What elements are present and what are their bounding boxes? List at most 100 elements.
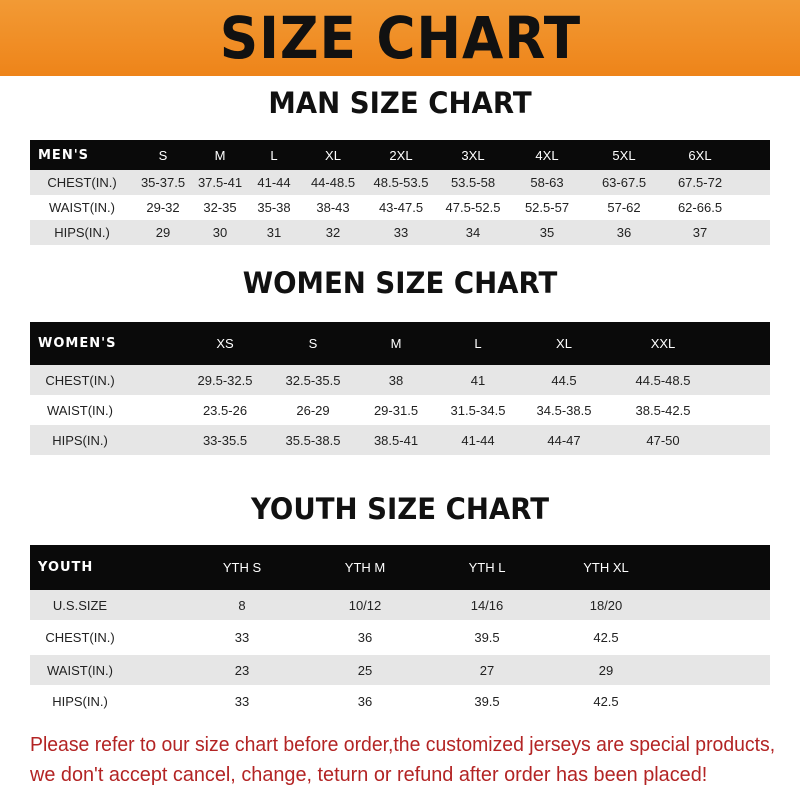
measurement-value: 29-31.5 (373, 402, 419, 418)
size-header-cell: YTH M (344, 560, 386, 575)
table-row: CHEST(IN.) 33 36 39.5 42.5 (30, 620, 770, 655)
measurement-value: 44.5-48.5 (635, 372, 691, 388)
measurement-label: HIPS(IN.) (52, 432, 108, 448)
measurement-value: 30 (212, 225, 228, 240)
notice-line-2: we don't accept cancel, change, teturn o… (30, 764, 708, 786)
measurement-value: 8 (238, 597, 246, 613)
measurement-value: 42.5 (593, 694, 619, 709)
measurement-value: 43-47.5 (378, 200, 424, 215)
size-header-cell: L (474, 336, 482, 351)
table-row: WAIST(IN.) 23 25 27 29 (30, 655, 770, 685)
measurement-value: 18/20 (589, 597, 623, 613)
table-row: HIPS(IN.) 33-35.5 35.5-38.5 38.5-41 41-44 44-… (30, 425, 770, 455)
measurement-value: 38.5-42.5 (635, 402, 691, 418)
measurement-value: 37.5-41 (197, 175, 243, 190)
measurement-value: 58-63 (530, 175, 564, 190)
measurement-value: 44-48.5 (310, 175, 356, 190)
size-header-cell: S (308, 336, 318, 351)
measurement-value: 32.5-35.5 (285, 372, 341, 388)
table-title-cell: WOMEN'S (38, 336, 117, 351)
measurement-value: 29-32 (146, 200, 180, 215)
measurement-value: 29 (155, 225, 171, 240)
table-row: WAIST(IN.) 29-32 32-35 35-38 38-43 43-47.5 47.… (30, 195, 770, 220)
measurement-value: 27 (479, 662, 495, 678)
measurement-value: 41-44 (461, 432, 495, 448)
measurement-value: 39.5 (474, 630, 500, 645)
measurement-value: 42.5 (593, 630, 619, 645)
measurement-value: 38 (388, 372, 404, 388)
measurement-value: 63-67.5 (601, 175, 647, 190)
table-row: U.S.SIZE 8 10/12 14/16 18/20 (30, 590, 770, 620)
size-header-cell: L (270, 147, 278, 163)
size-header-cell: XL (556, 336, 572, 351)
size-header-cell: 4XL (535, 147, 559, 163)
measurement-label: WAIST(IN.) (47, 402, 113, 418)
size-header-cell: YTH S (222, 560, 262, 575)
measurement-value: 32 (325, 225, 341, 240)
table-header: WOMEN'S XS S M L XL XXL (30, 322, 770, 365)
measurement-value: 14/16 (470, 597, 504, 613)
measurement-value: 62-66.5 (677, 200, 723, 215)
notice: Please refer to our size chart before or… (30, 730, 780, 790)
size-header-cell: 5XL (612, 147, 636, 163)
measurement-value: 39.5 (474, 694, 500, 709)
measurement-value: 31 (266, 225, 282, 240)
size-chart-banner: SIZE CHART (0, 0, 800, 76)
youth-section-title: YOUTH SIZE CHART (250, 492, 550, 526)
size-header-cell: M (390, 336, 402, 351)
main-title: SIZE CHART (219, 4, 581, 72)
measurement-value: 23 (234, 662, 250, 678)
measurement-value: 31.5-34.5 (450, 402, 506, 418)
measurement-value: 38-43 (316, 200, 350, 215)
measurement-value: 29.5-32.5 (197, 372, 253, 388)
table-title-cell: YOUTH (38, 560, 94, 575)
measurement-value: 41-44 (257, 175, 291, 190)
measurement-value: 47-50 (646, 432, 680, 448)
measurement-value: 38.5-41 (373, 432, 419, 448)
measurement-value: 48.5-53.5 (373, 175, 429, 190)
measurement-value: 34 (465, 225, 481, 240)
measurement-value: 37 (692, 225, 708, 240)
measurement-value: 33 (393, 225, 409, 240)
size-header-cell: 3XL (461, 147, 485, 163)
measurement-value: 53.5-58 (450, 175, 496, 190)
measurement-label: U.S.SIZE (52, 597, 108, 613)
measurement-value: 35-37.5 (140, 175, 186, 190)
measurement-value: 33 (234, 694, 250, 709)
measurement-label: CHEST(IN.) (45, 372, 115, 388)
measurement-value: 23.5-26 (202, 402, 248, 418)
measurement-label: CHEST(IN.) (45, 630, 115, 645)
measurement-value: 25 (357, 662, 373, 678)
measurement-value: 34.5-38.5 (536, 402, 592, 418)
table-title-cell: MEN'S (38, 147, 90, 163)
measurement-label: WAIST(IN.) (47, 662, 113, 678)
measurement-value: 47.5-52.5 (445, 200, 501, 215)
size-header-cell: M (214, 147, 226, 163)
table-row: CHEST(IN.) 35-37.5 37.5-41 41-44 44-48.5 48.5… (30, 170, 770, 195)
measurement-value: 41 (470, 372, 486, 388)
measurement-label: HIPS(IN.) (52, 694, 108, 709)
table-header: YOUTH YTH S YTH M YTH L YTH XL (30, 545, 770, 590)
measurement-value: 33 (234, 630, 250, 645)
measurement-value: 32-35 (203, 200, 237, 215)
measurement-label: CHEST(IN.) (47, 175, 117, 190)
measurement-value: 44-47 (547, 432, 581, 448)
notice-line-1: Please refer to our size chart before or… (30, 734, 776, 756)
men-section-title: MAN SIZE CHART (268, 86, 532, 120)
measurement-value: 35.5-38.5 (285, 432, 341, 448)
women-section-title: WOMEN SIZE CHART (242, 266, 558, 300)
size-header-cell: YTH L (468, 560, 506, 575)
measurement-value: 52.5-57 (524, 200, 570, 215)
measurement-value: 10/12 (348, 597, 382, 613)
measurement-value: 36 (357, 630, 373, 645)
measurement-value: 35 (539, 225, 555, 240)
measurement-value: 36 (357, 694, 373, 709)
table-row: HIPS(IN.) 29 30 31 32 33 34 35 36 37 (30, 220, 770, 245)
measurement-value: 67.5-72 (677, 175, 723, 190)
size-header-cell: 2XL (389, 147, 413, 163)
measurement-value: 35-38 (257, 200, 291, 215)
size-header-cell: YTH XL (583, 560, 629, 575)
size-header-cell: XXL (650, 336, 676, 351)
size-header-cell: S (158, 147, 168, 163)
measurement-label: WAIST(IN.) (49, 200, 115, 215)
